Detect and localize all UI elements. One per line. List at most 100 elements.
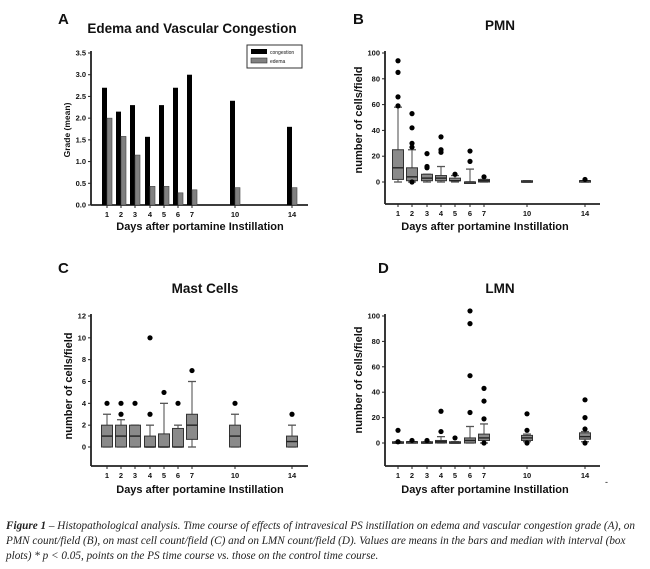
x-tick-label: 2: [410, 209, 414, 218]
outlier-point: [467, 409, 473, 416]
y-tick-label: 4: [82, 399, 87, 408]
bar-edema: [149, 186, 156, 206]
bar-edema: [163, 186, 170, 206]
x-tick-label: 6: [468, 209, 472, 218]
x-tick-label: 7: [482, 471, 486, 480]
panel-a-xlabel: Days after portamine Instillation: [116, 221, 284, 233]
y-tick-label: 1.0: [76, 157, 86, 166]
bar-edema: [291, 187, 298, 206]
box: [172, 427, 184, 448]
x-tick-label: 2: [119, 471, 123, 480]
outlier-point: [424, 163, 430, 170]
panel-b-title: PMN: [485, 18, 515, 33]
x-tick-label: 14: [288, 471, 297, 480]
y-tick-label: 1.5: [76, 135, 86, 144]
outlier-point: [582, 440, 588, 446]
y-tick-label: 80: [372, 337, 380, 346]
panel-b-xlabel: Days after portamine Instillation: [401, 221, 569, 233]
outlier-point: [467, 148, 473, 154]
x-tick-label: 5: [162, 210, 166, 219]
panel-d-ylabel: number of cells/field: [353, 327, 365, 434]
box: [186, 413, 198, 440]
outlier-point: [289, 411, 295, 417]
bar-congestion: [159, 105, 164, 205]
panel-d-label: D: [378, 260, 389, 277]
outlier-point: [132, 400, 138, 406]
x-tick-label: 3: [133, 210, 137, 219]
x-tick-label: 1: [105, 210, 109, 219]
outlier-point: [467, 308, 473, 314]
x-tick-label: 1: [105, 471, 109, 480]
x-tick-label: 14: [581, 471, 590, 480]
outlier-point: [409, 144, 415, 150]
x-tick-label: 5: [453, 471, 457, 480]
bar-congestion: [287, 126, 292, 205]
outlier-point: [118, 411, 124, 417]
x-tick-label: 10: [231, 471, 239, 480]
panel-c: C Mast Cells Days after portamine Instil…: [58, 260, 308, 496]
x-tick-label: 6: [176, 210, 180, 219]
panel-a: A Edema and Vascular Congestion Days aft…: [58, 11, 308, 233]
bar-congestion: [130, 105, 135, 205]
x-tick-label: 3: [425, 209, 429, 218]
panel-c-label: C: [58, 260, 69, 277]
panel-c-title: Mast Cells: [172, 281, 239, 296]
x-tick-label: 6: [468, 471, 472, 480]
outlier-point: [409, 125, 415, 131]
legend-label-edema: edema: [270, 59, 286, 65]
outlier-point: [395, 427, 401, 433]
x-tick-label: 1: [396, 209, 400, 218]
panel-a-legend: congestion edema: [246, 44, 303, 69]
panel-a-ylabel: Grade (mean): [62, 102, 72, 157]
y-tick-label: 40: [372, 126, 380, 135]
outlier-point: [438, 147, 444, 153]
x-tick-label: 7: [190, 210, 194, 219]
outlier-point: [582, 415, 588, 421]
x-tick-label: 2: [410, 471, 414, 480]
y-tick-label: 6: [82, 377, 86, 386]
x-tick-label: 4: [148, 471, 153, 480]
x-tick-label: 7: [190, 471, 194, 480]
x-tick-label: 3: [133, 471, 137, 480]
y-tick-label: 3.0: [76, 70, 86, 79]
outlier-point: [395, 69, 401, 75]
x-tick-label: 5: [453, 209, 457, 218]
x-tick-label: 2: [119, 210, 123, 219]
bar-edema: [234, 187, 241, 206]
bar-edema: [191, 189, 198, 206]
outlier-point: [232, 400, 238, 406]
x-tick-label: 10: [523, 209, 531, 218]
bar-congestion: [187, 74, 192, 205]
bar-edema: [106, 117, 113, 206]
y-tick-label: 20: [372, 152, 380, 161]
panel-c-xlabel: Days after portamine Instillation: [116, 484, 284, 496]
y-tick-label: 60: [372, 362, 380, 371]
caption-label: Figure 1: [6, 520, 47, 532]
outlier-point: [438, 134, 444, 140]
x-tick-label: 10: [231, 210, 239, 219]
outlier-point: [395, 94, 401, 100]
x-tick-label: 10: [523, 471, 531, 480]
outlier-point: [481, 385, 487, 391]
y-tick-label: 100: [367, 312, 380, 321]
x-tick-label: 4: [148, 210, 153, 219]
y-tick-label: 20: [372, 413, 380, 422]
outlier-point: [524, 427, 530, 433]
panel-b-ylabel: number of cells/field: [353, 67, 365, 174]
outlier-point: [175, 400, 181, 406]
y-tick-label: 3.5: [76, 49, 86, 58]
y-tick-label: 0: [82, 443, 86, 452]
outlier-point: [161, 389, 167, 396]
outlier-point: [409, 179, 415, 185]
x-tick-label: 4: [439, 471, 444, 480]
outlier-point: [118, 400, 124, 406]
outlier-point: [481, 174, 487, 180]
y-tick-label: 60: [372, 100, 380, 109]
x-tick-label: 3: [425, 471, 429, 480]
panel-b-label: B: [353, 11, 364, 28]
outlier-point: [481, 440, 487, 446]
y-tick-label: 0.5: [76, 179, 86, 188]
y-tick-label: 2: [82, 421, 86, 430]
outlier-point: [481, 416, 487, 422]
y-tick-label: 0: [376, 178, 380, 187]
